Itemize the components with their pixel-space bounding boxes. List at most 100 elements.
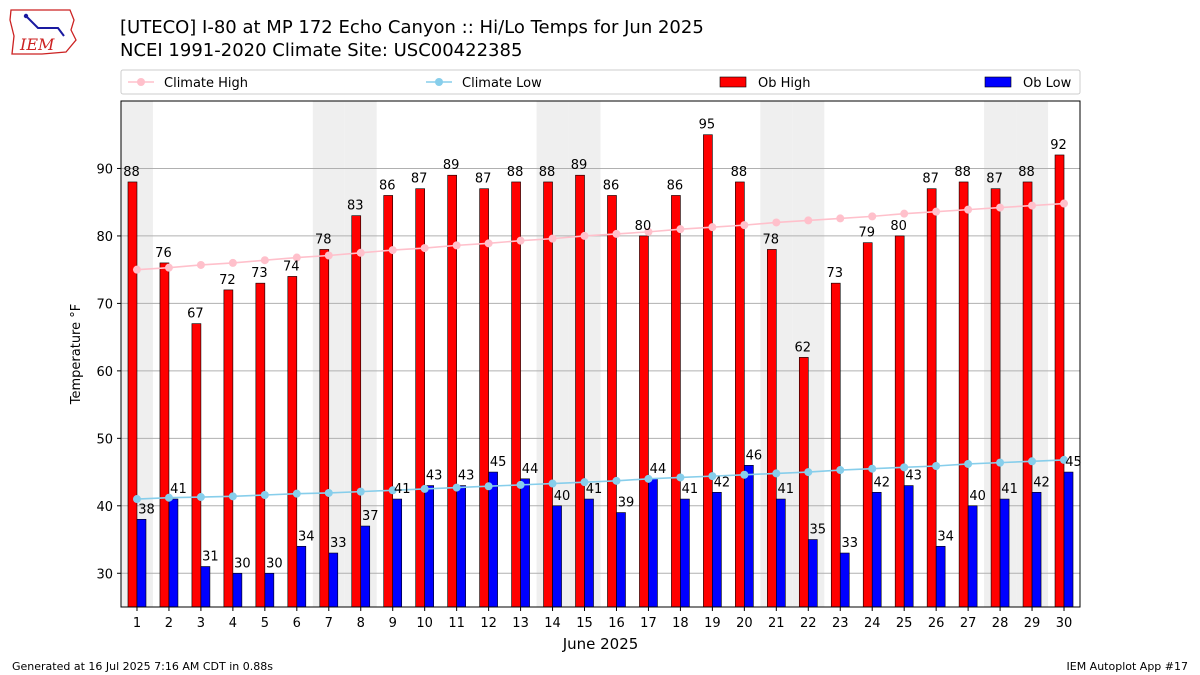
point-climate-low [932, 461, 941, 470]
x-tick-label: 11 [448, 616, 465, 631]
data-label-ob-low: 42 [1033, 475, 1050, 490]
data-label-ob-high: 73 [826, 266, 843, 281]
data-label-ob-high: 87 [986, 172, 1003, 187]
bar-ob-low [935, 545, 946, 608]
iem-logo: IEM [9, 9, 77, 55]
bar-ob-high [926, 188, 937, 608]
bar-ob-low [392, 498, 403, 608]
point-climate-low [164, 493, 173, 502]
point-climate-high [996, 203, 1005, 212]
data-label-ob-high: 87 [411, 172, 428, 187]
x-tick-label: 24 [864, 616, 881, 631]
data-label-ob-low: 40 [554, 489, 571, 504]
point-climate-high [452, 241, 461, 250]
bar-ob-high [479, 188, 489, 608]
x-tick-label: 29 [1024, 616, 1041, 631]
y-tick-label: 40 [96, 500, 113, 515]
data-label-ob-low: 39 [618, 496, 635, 511]
data-label-ob-high: 74 [283, 259, 300, 274]
point-climate-low [676, 473, 685, 482]
legend-climate-high-label: Climate High [164, 76, 248, 91]
point-climate-high [836, 214, 845, 223]
point-climate-high [164, 263, 173, 272]
bar-ob-low [232, 572, 243, 608]
point-climate-high [516, 236, 525, 245]
point-climate-high [804, 216, 813, 225]
x-tick-label: 23 [832, 616, 849, 631]
data-label-ob-high: 79 [858, 226, 875, 241]
data-label-ob-low: 38 [138, 502, 155, 517]
data-label-ob-low: 44 [522, 462, 539, 477]
data-label-ob-high: 88 [731, 165, 748, 180]
x-tick-label: 19 [704, 616, 721, 631]
data-label-ob-low: 44 [650, 462, 667, 477]
x-tick-label: 5 [261, 616, 269, 631]
footer-app: IEM Autoplot App #17 [1066, 660, 1189, 673]
bar-ob-low [520, 478, 530, 608]
bar-ob-high [830, 282, 841, 608]
point-climate-low [772, 469, 781, 478]
bar-ob-high [383, 195, 394, 608]
data-label-ob-low: 41 [682, 482, 699, 497]
data-label-ob-low: 41 [1001, 482, 1018, 497]
data-label-ob-high: 73 [251, 266, 268, 281]
bar-ob-high [1022, 181, 1033, 608]
bar-ob-low [1063, 471, 1074, 608]
bar-ob-high [798, 357, 809, 608]
bar-ob-low [776, 498, 786, 608]
data-label-ob-low: 35 [810, 523, 827, 538]
bar-ob-low [328, 552, 339, 608]
point-climate-high [900, 209, 909, 218]
x-tick-label: 18 [672, 616, 689, 631]
point-climate-high [132, 265, 141, 274]
bar-ob-high [703, 134, 713, 608]
point-climate-low [612, 476, 621, 485]
x-tick-label: 30 [1056, 616, 1073, 631]
data-label-ob-high: 88 [507, 165, 524, 180]
data-label-ob-low: 30 [266, 556, 283, 571]
x-tick-label: 22 [800, 616, 817, 631]
data-label-ob-high: 92 [1050, 138, 1067, 153]
point-climate-high [356, 248, 365, 257]
bar-ob-low [360, 525, 371, 608]
bar-ob-low [680, 498, 690, 608]
point-climate-high [484, 239, 493, 248]
bar-ob-low [967, 505, 978, 608]
point-climate-low [644, 474, 653, 483]
bar-ob-low [839, 552, 850, 608]
data-label-ob-high: 86 [667, 178, 684, 193]
bar-ob-low [1031, 492, 1042, 608]
point-climate-low [580, 478, 589, 487]
bar-ob-high [319, 249, 330, 608]
bar-ob-high [958, 181, 969, 608]
point-climate-low [900, 463, 909, 472]
point-climate-low [548, 479, 557, 488]
point-climate-low [452, 483, 461, 492]
y-axis-label: Temperature °F [69, 304, 84, 405]
line-climate-low [136, 459, 1065, 500]
bar-ob-high [159, 262, 170, 608]
data-label-ob-high: 88 [954, 165, 971, 180]
point-climate-low [420, 484, 429, 493]
x-tick-label: 13 [512, 616, 529, 631]
data-label-ob-high: 78 [315, 232, 332, 247]
bar-ob-low [999, 498, 1010, 608]
point-climate-low [804, 468, 813, 477]
bar-ob-high [223, 289, 234, 608]
bar-ob-high [543, 181, 553, 608]
x-tick-label: 14 [544, 616, 561, 631]
bar-ob-low [552, 505, 562, 608]
data-label-ob-low: 43 [426, 469, 443, 484]
point-climate-low [708, 472, 717, 481]
y-tick-label: 60 [96, 365, 113, 380]
x-tick-label: 25 [896, 616, 913, 631]
point-climate-high [1060, 199, 1069, 208]
data-label-ob-high: 78 [763, 232, 780, 247]
x-tick-label: 17 [640, 616, 657, 631]
chart-subtitle: NCEI 1991-2020 Climate Site: USC00422385 [120, 40, 523, 61]
point-climate-low [196, 493, 205, 502]
data-label-ob-high: 87 [922, 172, 939, 187]
point-climate-high [772, 218, 781, 227]
data-label-ob-high: 80 [890, 219, 907, 234]
